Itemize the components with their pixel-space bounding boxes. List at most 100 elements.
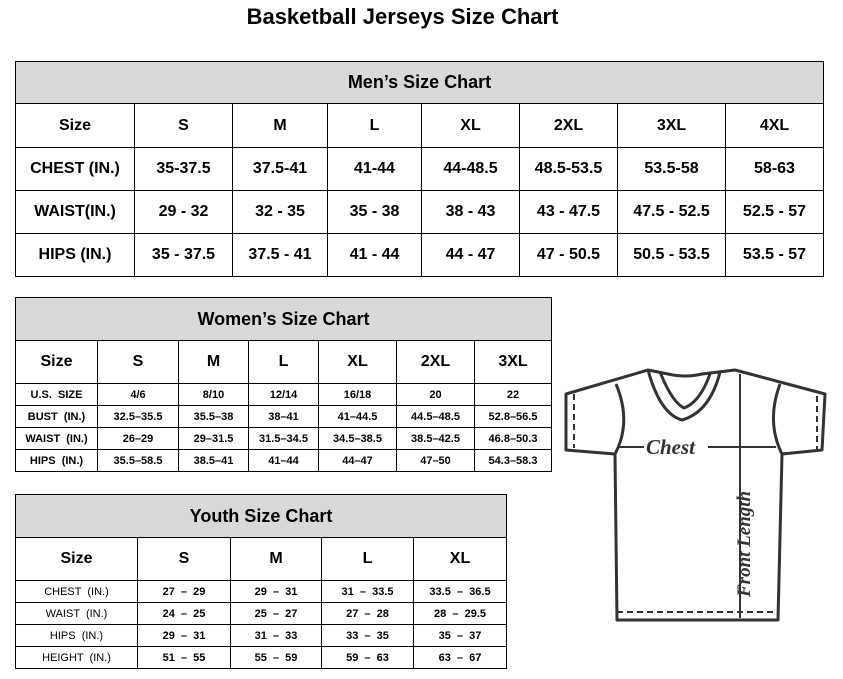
measurement-cell: 51 – 55 xyxy=(137,646,231,669)
measurement-cell: 12/14 xyxy=(248,383,319,406)
page-title: Basketball Jerseys Size Chart xyxy=(246,4,559,29)
measurement-cell: 32 - 35 xyxy=(232,190,328,234)
size-column-header: L xyxy=(321,537,414,581)
front-length-label: Front Length xyxy=(734,491,755,598)
measurement-cell: 22 xyxy=(473,383,553,406)
table-row: CHEST (IN.) 27 – 29 29 – 31 31 – 33.5 33.5 –… xyxy=(15,580,508,603)
size-column-header: XL xyxy=(318,340,397,384)
size-label: Size xyxy=(15,340,98,384)
measurement-cell: 33 – 35 xyxy=(321,624,414,647)
row-label: CHEST (IN.) xyxy=(15,580,138,603)
size-column-header: 3XL xyxy=(617,103,726,148)
measurement-cell: 35 - 38 xyxy=(327,190,422,234)
measurement-cell: 38 - 43 xyxy=(421,190,520,234)
womens-size-table: Women’s Size Chart Size S M L XL 2XL 3XL U.S. SI… xyxy=(14,297,553,472)
size-column-header: M xyxy=(178,340,249,384)
measurement-cell: 26–29 xyxy=(97,427,179,450)
table-row: HEIGHT (IN.) 51 – 55 55 – 59 59 – 63 63 – 67 xyxy=(15,646,508,669)
measurement-cell: 37.5 - 41 xyxy=(232,233,328,277)
measurement-cell: 44 - 47 xyxy=(421,233,520,277)
size-column-header: S xyxy=(137,537,231,581)
size-header-row: Size S M L XL 2XL 3XL 4XL xyxy=(15,103,824,148)
size-column-header: S xyxy=(97,340,179,384)
measurement-cell: 35 – 37 xyxy=(412,624,508,647)
measurement-cell: 52.8–56.5 xyxy=(473,405,553,428)
t-shirt-icon: Chest Front Length xyxy=(564,368,827,622)
measurement-cell: 4/6 xyxy=(97,383,179,406)
measurement-cell: 31 – 33 xyxy=(230,624,322,647)
size-column-header: XL xyxy=(412,537,508,581)
measurement-cell: 35-37.5 xyxy=(134,147,233,191)
measurement-cell: 53.5-58 xyxy=(617,147,726,191)
measurement-cell: 44-48.5 xyxy=(421,147,520,191)
measurement-cell: 38.5–41 xyxy=(178,449,249,472)
row-label: BUST (IN.) xyxy=(15,405,98,428)
row-label: HIPS (IN.) xyxy=(15,624,138,647)
table-row: HIPS (IN.) 35 - 37.5 37.5 - 41 41 - 44 44 - … xyxy=(15,233,824,277)
measurement-cell: 31.5–34.5 xyxy=(248,427,319,450)
measurement-cell: 32.5–35.5 xyxy=(97,405,179,428)
table-row: WAIST (IN.) 24 – 25 25 – 27 27 – 28 28 – 29.… xyxy=(15,602,508,625)
table-row: HIPS (IN.) 29 – 31 31 – 33 33 – 35 35 – 37 xyxy=(15,624,508,647)
measurement-cell: 29 – 31 xyxy=(230,580,322,603)
measurement-cell: 35.5–58.5 xyxy=(97,449,179,472)
measurement-cell: 43 - 47.5 xyxy=(519,190,618,234)
size-column-header: L xyxy=(327,103,422,148)
men-chart-title: Men’s Size Chart xyxy=(15,61,824,104)
table-row: U.S. SIZE 4/6 8/10 12/14 16/18 20 22 xyxy=(15,383,553,406)
row-label: WAIST(IN.) xyxy=(15,190,135,234)
measurement-cell: 33.5 – 36.5 xyxy=(412,580,508,603)
row-label: HEIGHT (IN.) xyxy=(15,646,138,669)
measurement-cell: 29 – 31 xyxy=(137,624,231,647)
table-row: WAIST (IN.) 26–29 29–31.5 31.5–34.5 34.5–38.… xyxy=(15,427,553,450)
measurement-cell: 38–41 xyxy=(248,405,319,428)
size-column-header: M xyxy=(230,537,322,581)
size-column-header: S xyxy=(134,103,233,148)
measurement-cell: 44.5–48.5 xyxy=(396,405,475,428)
youth-size-table: Youth Size Chart Size S M L XL CHEST (IN.) 27 –… xyxy=(14,494,508,669)
women-chart-title: Women’s Size Chart xyxy=(14,297,553,341)
table-row: HIPS (IN.) 35.5–58.5 38.5–41 41–44 44–47 47–5… xyxy=(15,449,553,472)
measurement-cell: 54.3–58.3 xyxy=(473,449,553,472)
table-row: CHEST (IN.) 35-37.5 37.5-41 41-44 44-48.5 48.… xyxy=(15,147,824,191)
size-header-row: Size S M L XL xyxy=(15,537,508,581)
measurement-cell: 59 – 63 xyxy=(321,646,414,669)
measurement-cell: 47.5 - 52.5 xyxy=(617,190,726,234)
mens-size-table: Men’s Size Chart Size S M L XL 2XL 3XL 4XL CHEST … xyxy=(15,61,824,277)
table-row: BUST (IN.) 32.5–35.5 35.5–38 38–41 41–44.5 44… xyxy=(15,405,553,428)
measurement-cell: 27 – 28 xyxy=(321,602,414,625)
measurement-cell: 27 – 29 xyxy=(137,580,231,603)
size-column-header: L xyxy=(248,340,319,384)
row-label: WAIST (IN.) xyxy=(15,427,98,450)
size-column-header: 2XL xyxy=(519,103,618,148)
measurement-cell: 63 – 67 xyxy=(412,646,508,669)
row-label: HIPS (IN.) xyxy=(15,233,135,277)
measurement-cell: 41–44 xyxy=(248,449,319,472)
measurement-cell: 34.5–38.5 xyxy=(318,427,397,450)
measurement-cell: 8/10 xyxy=(178,383,249,406)
row-label: WAIST (IN.) xyxy=(15,602,138,625)
measurement-cell: 58-63 xyxy=(725,147,824,191)
measurement-cell: 16/18 xyxy=(318,383,397,406)
chest-label: Chest xyxy=(646,435,696,459)
measurement-cell: 29 - 32 xyxy=(134,190,233,234)
size-label: Size xyxy=(15,103,135,148)
measurement-cell: 52.5 - 57 xyxy=(725,190,824,234)
size-label: Size xyxy=(15,537,138,581)
measurement-cell: 38.5–42.5 xyxy=(396,427,475,450)
measurement-cell: 44–47 xyxy=(318,449,397,472)
table-row: WAIST(IN.) 29 - 32 32 - 35 35 - 38 38 - 43 43… xyxy=(15,190,824,234)
measurement-cell: 47–50 xyxy=(396,449,475,472)
measurement-cell: 41–44.5 xyxy=(318,405,397,428)
size-column-header: M xyxy=(232,103,328,148)
size-column-header: 2XL xyxy=(396,340,475,384)
row-label: U.S. SIZE xyxy=(15,383,98,406)
measurement-cell: 47 - 50.5 xyxy=(519,233,618,277)
youth-chart-title: Youth Size Chart xyxy=(14,494,508,538)
size-header-row: Size S M L XL 2XL 3XL xyxy=(15,340,553,384)
measurement-cell: 50.5 - 53.5 xyxy=(617,233,726,277)
measurement-cell: 20 xyxy=(396,383,475,406)
row-label: CHEST (IN.) xyxy=(15,147,135,191)
size-column-header: XL xyxy=(421,103,520,148)
measurement-cell: 37.5-41 xyxy=(232,147,328,191)
